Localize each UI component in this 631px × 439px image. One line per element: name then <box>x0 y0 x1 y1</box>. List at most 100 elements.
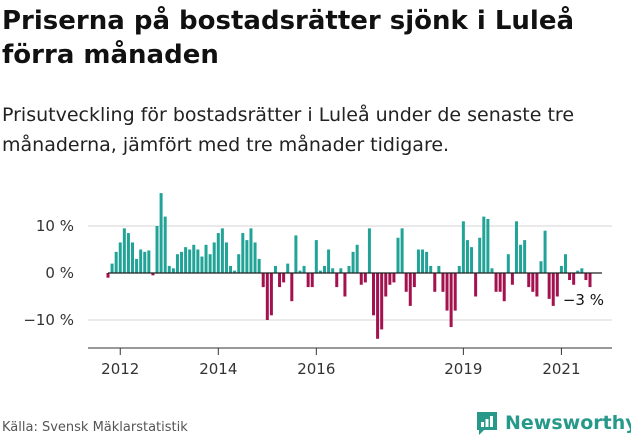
bar <box>265 273 269 320</box>
bar <box>290 273 294 302</box>
bar <box>306 273 310 288</box>
bar <box>555 273 559 297</box>
bar <box>147 250 151 273</box>
bar <box>559 265 563 273</box>
bar <box>314 240 318 273</box>
bar <box>359 273 363 285</box>
x-tick-label: 2016 <box>297 360 335 378</box>
bar <box>380 273 384 330</box>
bar <box>322 265 326 273</box>
bar <box>269 273 273 316</box>
bar <box>151 273 155 276</box>
bar <box>396 237 400 273</box>
bar <box>547 273 551 299</box>
bar <box>196 249 200 273</box>
bar <box>241 233 245 273</box>
bar <box>482 216 486 273</box>
bar <box>457 265 461 273</box>
axes <box>88 272 612 355</box>
bar <box>131 242 135 273</box>
bar <box>237 254 241 273</box>
bar <box>273 265 277 273</box>
bar <box>106 273 110 278</box>
bar <box>351 251 355 273</box>
x-tick-label: 2014 <box>199 360 237 378</box>
bar <box>461 221 465 273</box>
y-tick-label: −10 % <box>23 311 74 329</box>
bar <box>155 226 159 273</box>
bar <box>257 258 261 273</box>
bar <box>421 249 425 273</box>
bar <box>535 273 539 297</box>
bar <box>318 270 322 273</box>
bar <box>563 254 567 273</box>
bar <box>253 242 257 273</box>
axis-labels: 10 %0 %−10 %201220142016201920212023−3 % <box>23 217 604 378</box>
bar <box>118 242 122 273</box>
bar <box>175 254 179 273</box>
bar <box>347 265 351 273</box>
bar <box>261 273 265 288</box>
bar <box>519 244 523 273</box>
newsworthy-logo[interactable]: Newsworthy <box>475 408 631 438</box>
bar <box>200 256 204 273</box>
bar <box>343 273 347 297</box>
bar <box>249 228 253 273</box>
gridlines <box>88 225 612 321</box>
bar <box>531 273 535 292</box>
bar <box>294 235 298 273</box>
bar <box>425 251 429 273</box>
bar <box>572 273 576 285</box>
bar <box>486 218 490 273</box>
bar <box>551 273 555 306</box>
bar <box>286 263 290 273</box>
bar <box>167 265 171 273</box>
bar <box>192 244 196 273</box>
bar <box>474 273 478 297</box>
bar <box>429 265 433 273</box>
bar <box>453 273 457 311</box>
bar <box>376 273 380 339</box>
newsworthy-logo-icon <box>477 412 497 435</box>
bar <box>282 273 286 283</box>
bar <box>278 273 282 288</box>
bar <box>404 273 408 292</box>
bar <box>224 242 228 273</box>
chart-title: Priserna på bostadsrätter sjönk i Luleå … <box>2 6 575 70</box>
bar <box>159 193 163 273</box>
bar <box>126 233 130 273</box>
bar <box>298 270 302 273</box>
bar <box>494 273 498 292</box>
bar <box>139 249 143 273</box>
bar <box>465 240 469 273</box>
bar <box>445 273 449 311</box>
bar <box>310 273 314 288</box>
bar <box>233 270 237 273</box>
bar <box>527 273 531 288</box>
bar <box>110 263 114 273</box>
bar <box>498 273 502 292</box>
bar <box>363 273 367 283</box>
bar <box>408 273 412 306</box>
bar <box>510 273 514 285</box>
source-note: Källa: Svensk Mäklarstatistik <box>2 420 188 435</box>
bar <box>400 228 404 273</box>
bar <box>327 249 331 273</box>
bar <box>163 216 167 273</box>
brand-name: Newsworthy <box>505 412 631 434</box>
bar <box>523 240 527 273</box>
bar <box>470 247 474 273</box>
bar <box>543 230 547 273</box>
y-tick-label: 0 % <box>45 264 74 282</box>
bar <box>171 268 175 273</box>
bar <box>502 273 506 302</box>
bar <box>449 273 453 328</box>
x-tick-label: 2019 <box>444 360 482 378</box>
bar <box>416 249 420 273</box>
bar <box>216 233 220 273</box>
bar <box>584 273 588 281</box>
bar <box>220 228 224 273</box>
bar <box>180 251 184 273</box>
bar <box>114 251 118 273</box>
bar <box>384 273 388 297</box>
